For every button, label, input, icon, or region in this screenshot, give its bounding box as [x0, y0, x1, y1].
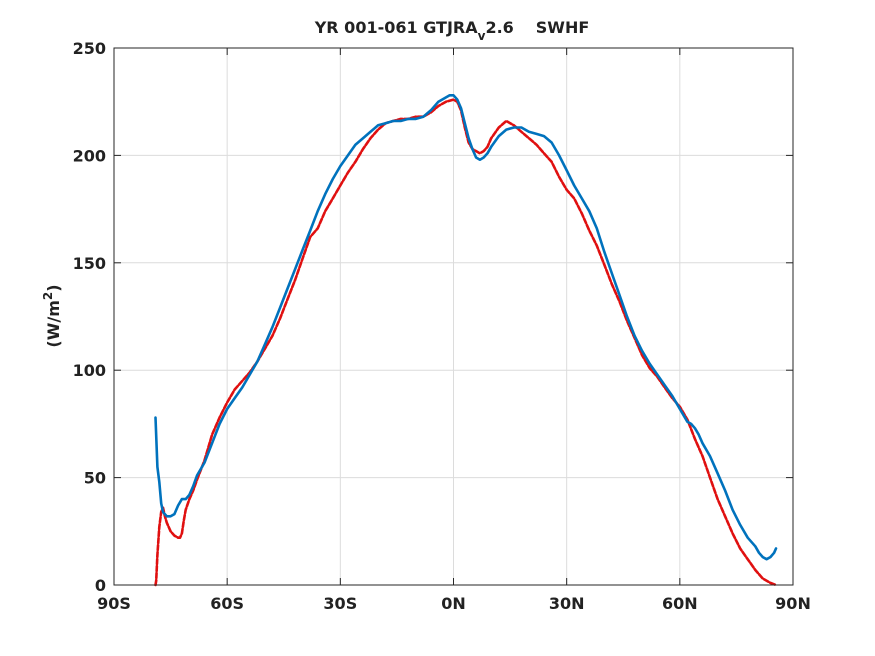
series-line-red-dashed: [154, 98, 778, 587]
series-line-blue-solid: [154, 94, 778, 561]
x-tick-label: 60S: [210, 594, 244, 613]
x-tick-label: 60N: [662, 594, 698, 613]
title-main: YR 001-061 GTJRA: [314, 18, 479, 37]
title-subscript: v: [478, 29, 486, 43]
x-tick-label: 0N: [441, 594, 466, 613]
y-tick-label: 250: [73, 39, 106, 58]
x-tick-label: 90S: [97, 594, 131, 613]
x-tick-label: 30N: [549, 594, 585, 613]
chart-title: YR 001-061 GTJRAv2.6 SWHF: [314, 18, 590, 43]
x-tick-label: 90N: [775, 594, 811, 613]
y-axis-label-suffix: ): [44, 284, 63, 291]
y-tick-label: 50: [84, 469, 106, 488]
title-version: 2.6: [485, 18, 513, 37]
y-tick-label: 150: [73, 254, 106, 273]
ticks: [113, 47, 794, 586]
y-tick-label: 0: [95, 576, 106, 595]
y-axis-label: (W/m2): [41, 284, 63, 347]
y-tick-labels: 0 50 100 150 200 250: [73, 39, 106, 595]
x-tick-label: 30S: [323, 594, 357, 613]
y-tick-label: 100: [73, 361, 106, 380]
y-tick-label: 200: [73, 146, 106, 165]
y-axis-label-prefix: (W/m: [44, 300, 63, 347]
series-layer: [154, 94, 778, 587]
x-tick-labels: 90S 60S 30S 0N 30N 60N 90N: [97, 594, 811, 613]
title-variable: SWHF: [536, 18, 590, 37]
y-axis-label-superscript: 2: [41, 292, 55, 300]
